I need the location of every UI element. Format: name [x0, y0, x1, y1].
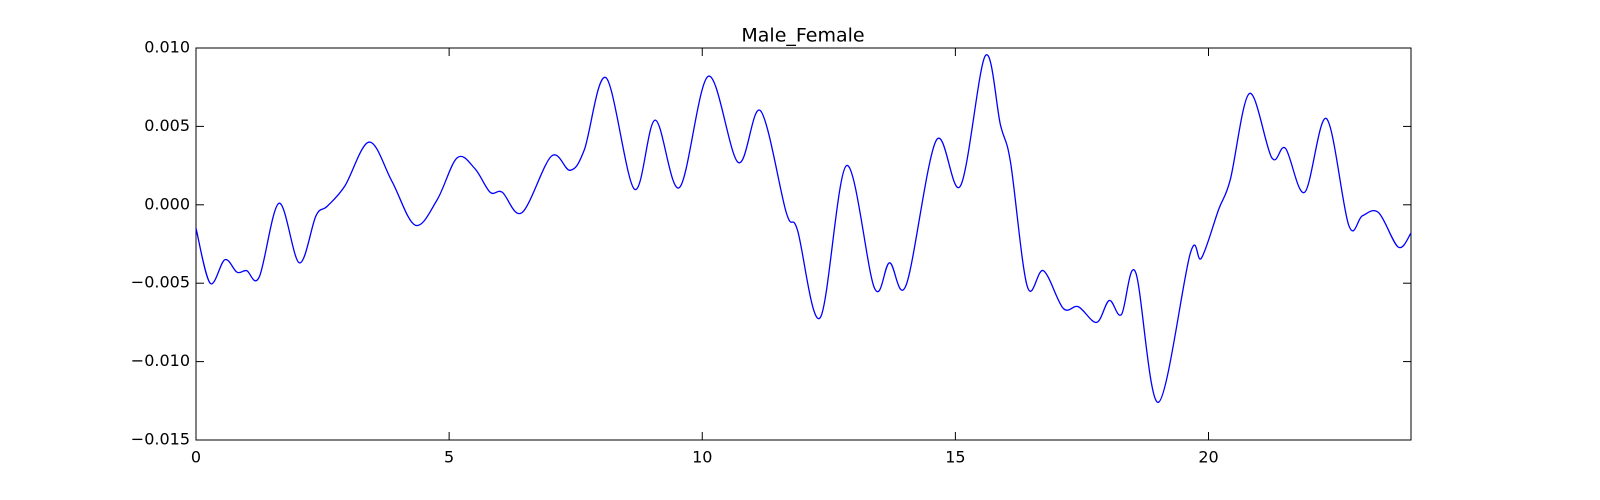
- x-tick-label: 0: [191, 448, 201, 467]
- chart-title: Male_Female: [741, 25, 864, 47]
- x-tick-label: 5: [444, 448, 454, 467]
- line-series: [195, 54, 1412, 404]
- y-tick-label: 0.000: [144, 194, 190, 213]
- y-tick-label: −0.010: [131, 351, 190, 370]
- y-tick-label: 0.005: [144, 116, 190, 135]
- x-tick-label: 10: [692, 448, 712, 467]
- y-tick-label: −0.005: [131, 273, 190, 292]
- plot-frame: [195, 47, 1412, 441]
- x-tick-label: 20: [1198, 448, 1218, 467]
- y-tick-label: 0.010: [144, 38, 190, 57]
- y-tick-label: −0.015: [131, 430, 190, 449]
- x-tick-label: 15: [945, 448, 965, 467]
